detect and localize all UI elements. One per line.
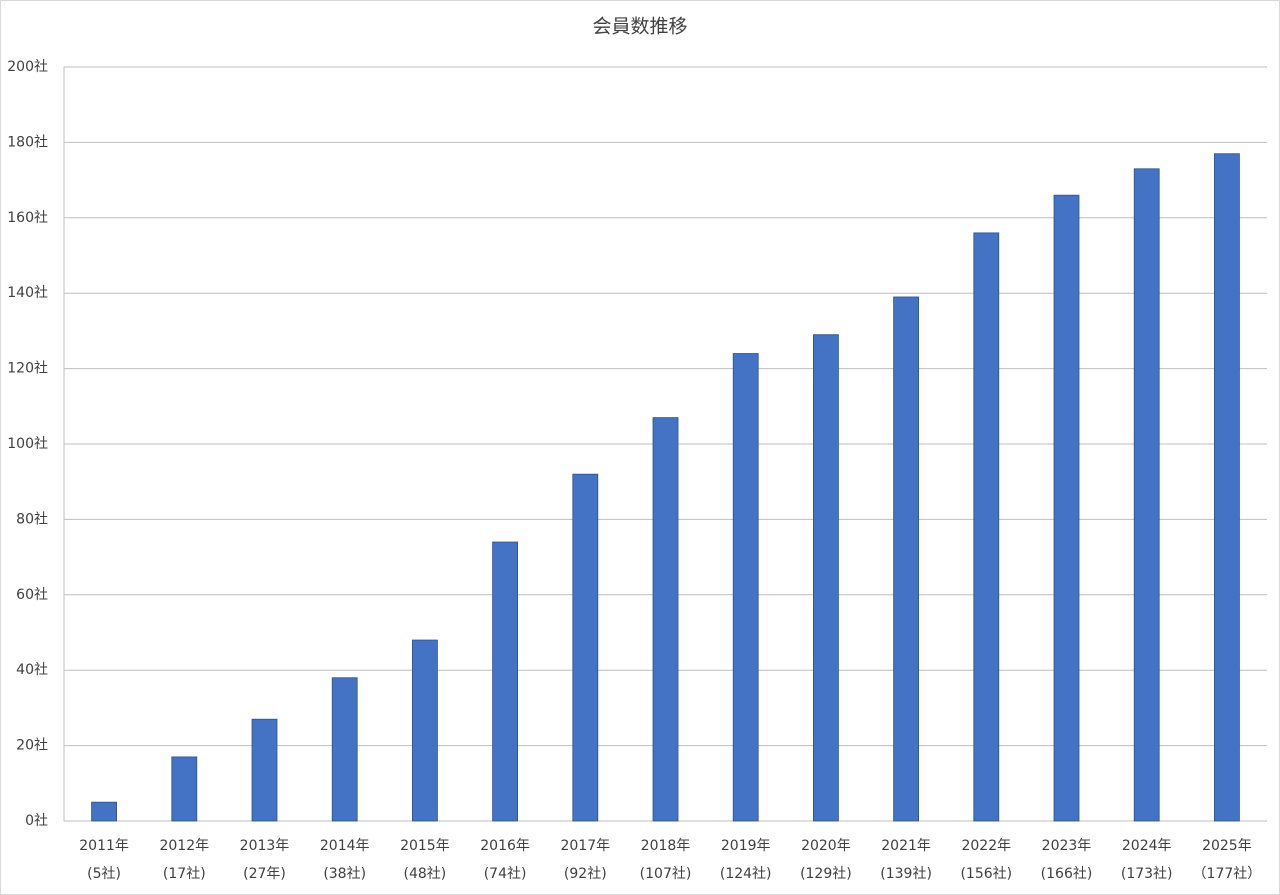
x-tick-label: 2012年	[159, 838, 209, 854]
x-tick-label: (124社)	[720, 866, 772, 882]
y-tick-label: 100社	[7, 436, 48, 452]
x-tick-label: 2011年	[79, 838, 129, 854]
y-tick-label: 140社	[7, 285, 48, 301]
y-tick-label: 60社	[16, 587, 48, 603]
x-tick-label: (166社)	[1041, 866, 1093, 882]
x-tick-label: 2025年	[1202, 838, 1252, 854]
bar	[411, 639, 438, 822]
y-tick-label: 40社	[16, 662, 48, 678]
x-tick-label: 2013年	[240, 838, 290, 854]
x-tick-label: (17社)	[163, 866, 206, 882]
chart-title: 会員数推移	[592, 16, 687, 38]
x-tick-label: 2022年	[961, 838, 1011, 854]
bar	[973, 232, 1000, 822]
bar	[813, 334, 839, 822]
y-tick-label: 160社	[7, 210, 48, 226]
bar	[893, 296, 919, 822]
x-tick-label: (48社)	[404, 866, 447, 882]
x-tick-label: 2020年	[801, 838, 851, 854]
x-tick-label: 2015年	[400, 838, 450, 854]
x-tick-label: (173社)	[1121, 866, 1173, 882]
x-tick-label: (129社)	[800, 866, 852, 882]
bar	[732, 353, 759, 822]
y-tick-label: 0社	[25, 813, 48, 829]
bar	[91, 801, 117, 822]
x-tick-label: 2019年	[721, 838, 771, 854]
bar	[171, 756, 198, 822]
bar	[492, 541, 519, 822]
bar	[331, 677, 358, 822]
x-tick-label: 2016年	[480, 838, 530, 854]
y-tick-label: 200社	[7, 59, 48, 75]
y-tick-label: 20社	[16, 738, 48, 754]
y-tick-label: 80社	[16, 511, 48, 527]
bar	[572, 473, 599, 822]
x-tick-label: (92社)	[564, 866, 607, 882]
x-tick-label: (156社)	[960, 866, 1012, 882]
bar	[652, 417, 679, 822]
x-tick-label: (139社)	[880, 866, 932, 882]
bar	[1133, 168, 1160, 822]
y-tick-label: 180社	[7, 134, 48, 150]
x-tick-label: 2024年	[1122, 838, 1172, 854]
y-tick-label: 120社	[7, 361, 48, 377]
bar	[251, 718, 278, 822]
x-tick-label: 2017年	[560, 838, 610, 854]
x-tick-label: 2023年	[1042, 838, 1092, 854]
x-tick-label: （177社）	[1193, 866, 1262, 882]
x-tick-label: (5社)	[87, 866, 121, 882]
x-tick-label: 2014年	[320, 838, 370, 854]
x-tick-label: 2021年	[881, 838, 931, 854]
bar	[1053, 194, 1080, 822]
x-tick-label: (38社)	[323, 866, 366, 882]
bar	[1214, 153, 1240, 822]
x-tick-label: (27年)	[243, 866, 286, 882]
x-tick-label: (74社)	[484, 866, 527, 882]
x-tick-label: (107社)	[640, 866, 692, 882]
x-tick-label: 2018年	[641, 838, 691, 854]
